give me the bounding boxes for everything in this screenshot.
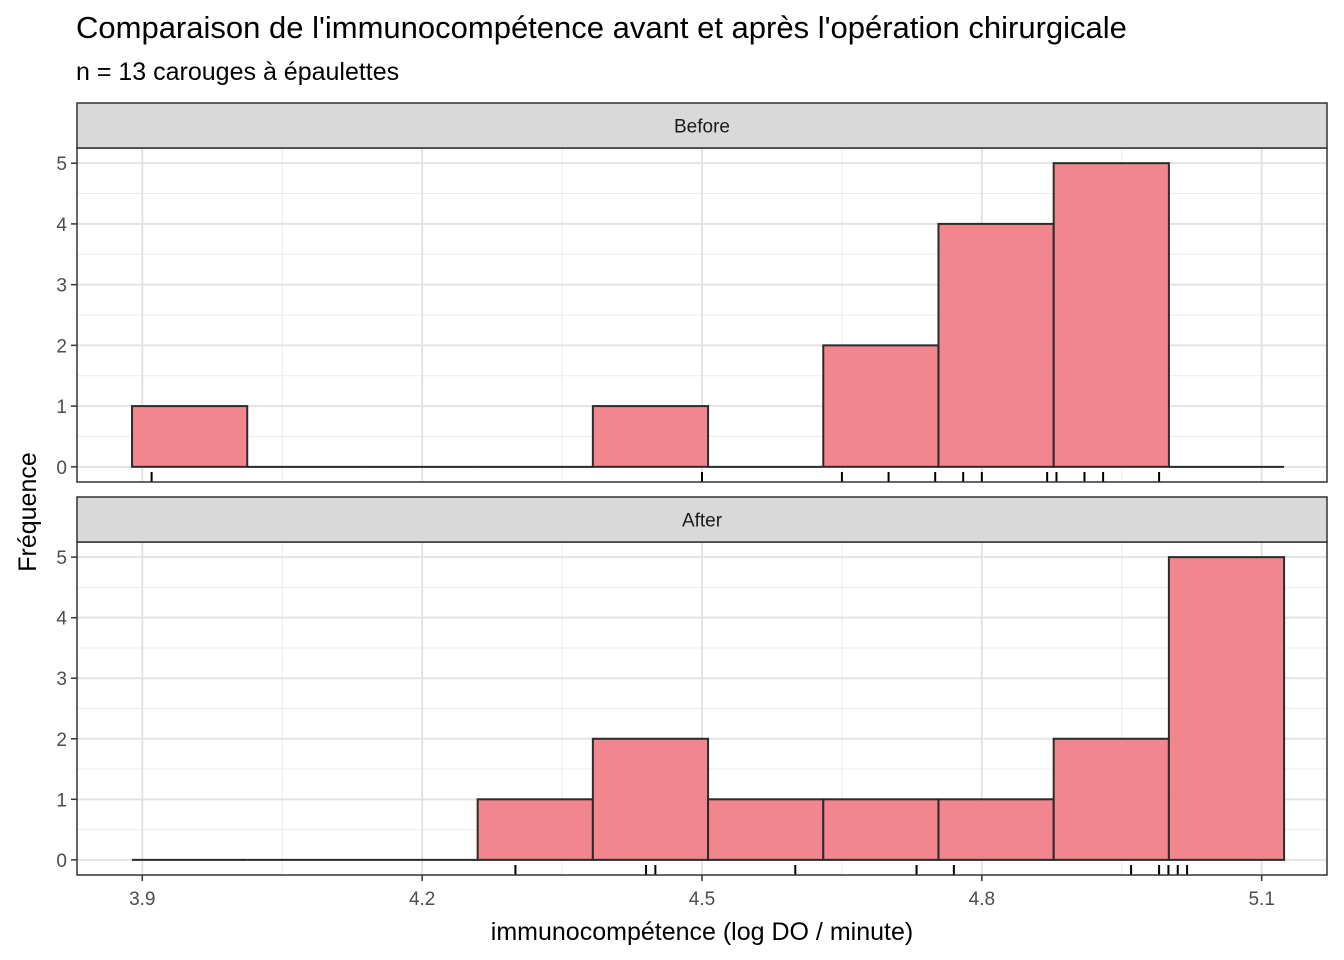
y-tick-label: 0 xyxy=(56,458,67,479)
x-tick-label: 4.8 xyxy=(969,889,995,910)
histogram-bar xyxy=(937,222,1055,468)
facet-strip-label: Before xyxy=(674,117,730,138)
chart-subtitle: n = 13 carouges à épaulettes xyxy=(76,58,400,86)
histogram-bar xyxy=(937,798,1055,861)
y-tick-label: 2 xyxy=(56,730,67,751)
y-tick-label: 4 xyxy=(56,609,67,630)
facet-strip-label: After xyxy=(682,511,723,532)
y-tick-label: 3 xyxy=(56,669,67,690)
y-tick-label: 5 xyxy=(56,548,67,569)
x-tick-label: 5.1 xyxy=(1248,889,1274,910)
histogram-bar xyxy=(1167,556,1286,861)
facet-strip xyxy=(76,496,1328,543)
y-tick-label: 4 xyxy=(56,215,67,236)
histogram-bar xyxy=(707,798,825,861)
y-tick-label: 3 xyxy=(56,276,67,297)
facet-panel-after: After 0 1 2 3 4 5 xyxy=(56,496,1328,876)
histogram-bar xyxy=(1052,162,1170,468)
histogram-bar xyxy=(822,344,940,468)
y-tick-label: 0 xyxy=(56,851,67,872)
y-tick-label: 1 xyxy=(56,397,67,418)
histogram-bar xyxy=(591,737,710,861)
facet-panel-before: Before 0 1 2 3 4 5 xyxy=(56,102,1328,483)
histogram-bar xyxy=(591,405,710,468)
x-tick-label: 4.5 xyxy=(689,889,715,910)
histogram-bar xyxy=(1052,737,1170,861)
histogram-bar xyxy=(476,798,594,861)
histogram-bar xyxy=(131,405,249,468)
y-tick-label: 1 xyxy=(56,790,67,811)
y-tick-label: 5 xyxy=(56,154,67,175)
chart-title: Comparaison de l'immunocompétence avant … xyxy=(76,10,1127,45)
y-axis-title: Fréquence xyxy=(14,452,42,572)
x-tick-label: 4.2 xyxy=(409,889,435,910)
x-axis-title: immunocompétence (log DO / minute) xyxy=(491,918,913,946)
facet-strip xyxy=(76,102,1328,149)
y-tick-label: 2 xyxy=(56,336,67,357)
histogram-bar xyxy=(822,798,940,861)
x-tick-label: 3.9 xyxy=(129,889,155,910)
